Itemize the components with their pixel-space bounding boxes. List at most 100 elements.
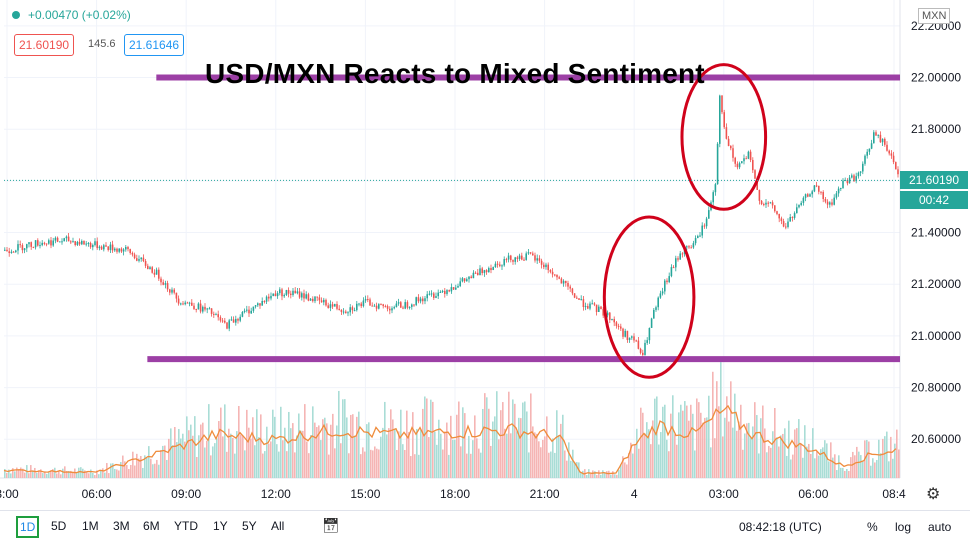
volume-bar bbox=[638, 448, 640, 478]
percent-toggle[interactable]: % bbox=[867, 520, 878, 534]
volume-bar bbox=[206, 440, 208, 478]
candle-body bbox=[375, 305, 378, 309]
volume-bar bbox=[46, 473, 48, 478]
candle-body bbox=[109, 244, 112, 250]
volume-bar bbox=[540, 447, 542, 478]
candle-body bbox=[30, 242, 32, 247]
highlight-ellipse bbox=[602, 215, 696, 379]
timeframe-all[interactable]: All bbox=[271, 519, 285, 533]
volume-bar bbox=[362, 447, 364, 478]
ask-price-box[interactable]: 21.61646 bbox=[124, 34, 185, 56]
candle-body bbox=[100, 246, 103, 250]
volume-bar bbox=[28, 473, 30, 478]
volume-bar bbox=[24, 472, 26, 478]
volume-bar bbox=[502, 402, 504, 478]
timeframe-ytd[interactable]: YTD bbox=[174, 519, 198, 533]
volume-bar bbox=[436, 444, 438, 478]
volume-bar bbox=[336, 425, 338, 478]
volume-bar bbox=[148, 446, 150, 478]
volume-bar bbox=[368, 422, 370, 478]
candle-body bbox=[351, 307, 354, 311]
volume-bar bbox=[760, 418, 762, 478]
volume-bar bbox=[118, 470, 120, 478]
volume-bar bbox=[586, 474, 588, 478]
volume-bar bbox=[818, 455, 820, 478]
volume-bar bbox=[84, 470, 86, 478]
timeframe-6m[interactable]: 6M bbox=[143, 519, 160, 533]
candle-body bbox=[829, 202, 831, 205]
candle-body bbox=[628, 337, 631, 340]
candle-body bbox=[626, 330, 629, 340]
candle-body bbox=[131, 252, 134, 255]
volume-bar bbox=[896, 429, 898, 478]
volume-bar bbox=[120, 462, 122, 478]
timeframe-1d[interactable]: 1D bbox=[16, 516, 40, 538]
volume-bar bbox=[666, 439, 668, 478]
volume-bar bbox=[274, 416, 276, 478]
candle-body bbox=[721, 95, 723, 113]
calendar-range-icon[interactable]: 📅︎ bbox=[322, 517, 340, 533]
candle-body bbox=[182, 303, 184, 305]
candle-body bbox=[219, 317, 222, 321]
volume-bar bbox=[860, 455, 862, 478]
volume-bar bbox=[558, 435, 560, 478]
log-toggle[interactable]: log bbox=[895, 520, 912, 534]
timeframe-1y[interactable]: 1Y bbox=[213, 519, 228, 533]
candle-body bbox=[17, 244, 19, 251]
candle-body bbox=[767, 202, 769, 204]
volume-bar bbox=[300, 430, 302, 478]
volume-bar bbox=[214, 443, 216, 478]
candle-body bbox=[428, 293, 431, 295]
timeframe-5y[interactable]: 5Y bbox=[242, 519, 257, 533]
candle-body bbox=[261, 300, 263, 306]
timeframe-5d[interactable]: 5D bbox=[51, 519, 67, 533]
volume-bar bbox=[766, 452, 768, 478]
volume-bar bbox=[458, 401, 460, 478]
volume-bar bbox=[62, 468, 64, 478]
timeframe-1m[interactable]: 1M bbox=[82, 519, 99, 533]
volume-bar bbox=[298, 413, 300, 478]
candle-body bbox=[558, 277, 560, 279]
volume-bar bbox=[384, 401, 386, 478]
volume-bar bbox=[410, 456, 412, 478]
volume-bar bbox=[386, 434, 388, 478]
volume-bar bbox=[846, 469, 848, 478]
candle-body bbox=[118, 248, 120, 252]
currency-badge[interactable]: MXN bbox=[918, 8, 951, 24]
candle-body bbox=[549, 270, 552, 272]
y-tick-label: 21.80000 bbox=[911, 122, 961, 136]
candle-body bbox=[386, 306, 389, 309]
candle-body bbox=[125, 246, 127, 250]
volume-bar bbox=[608, 470, 610, 478]
volume-bar bbox=[106, 463, 108, 478]
bid-price-box[interactable]: 21.60190 bbox=[14, 34, 75, 56]
timeframe-3m[interactable]: 3M bbox=[113, 519, 130, 533]
volume-bar bbox=[304, 404, 306, 478]
volume-bar bbox=[492, 421, 494, 478]
volume-bar bbox=[36, 472, 38, 478]
volume-bar bbox=[688, 420, 690, 478]
volume-bar bbox=[480, 452, 482, 478]
volume-bar bbox=[234, 453, 236, 478]
volume-bar bbox=[100, 470, 102, 478]
volume-bar bbox=[56, 473, 58, 478]
candle-body bbox=[868, 148, 871, 152]
auto-toggle[interactable]: auto bbox=[928, 520, 952, 534]
candle-body bbox=[96, 241, 98, 249]
volume-bar bbox=[552, 438, 554, 478]
volume-bar bbox=[252, 417, 254, 478]
volume-bar bbox=[320, 440, 322, 478]
volume-bar bbox=[488, 408, 490, 478]
volume-bar bbox=[242, 435, 244, 478]
volume-bar bbox=[4, 468, 6, 478]
candle-body bbox=[668, 276, 670, 283]
utc-clock[interactable]: 08:42:18 (UTC) bbox=[739, 520, 822, 534]
candle-body bbox=[734, 157, 736, 164]
volume-bar bbox=[526, 411, 528, 478]
volume-bar bbox=[676, 444, 678, 478]
volume-bar bbox=[876, 459, 878, 478]
gear-icon[interactable]: ⚙ bbox=[926, 486, 941, 503]
candle-body bbox=[237, 318, 239, 321]
volume-bar bbox=[544, 436, 546, 478]
